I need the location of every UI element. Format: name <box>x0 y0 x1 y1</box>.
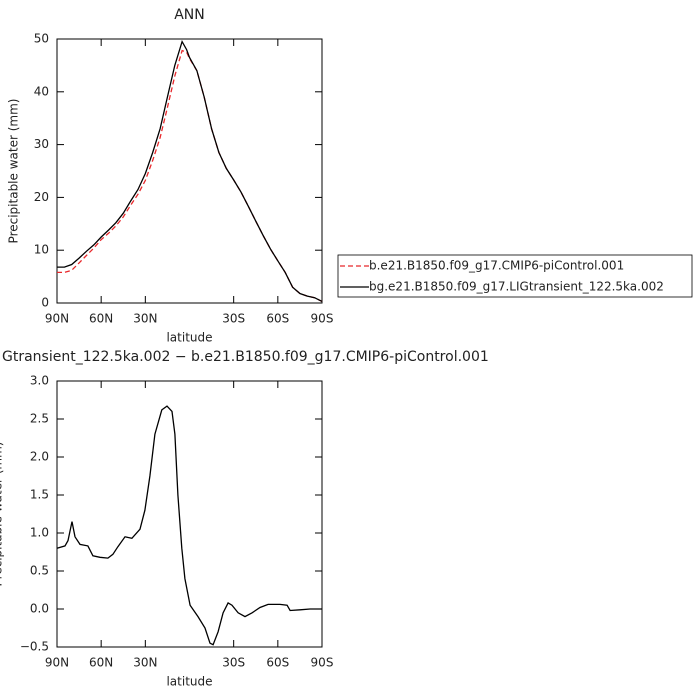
x-tick-label: 60S <box>266 656 289 670</box>
chart-title: ANN <box>174 7 205 23</box>
y-tick-label: 3.0 <box>30 374 49 388</box>
y-tick-label: 2.0 <box>30 450 49 464</box>
y-tick-label: 1.0 <box>30 526 49 540</box>
x-axis-label: latitude <box>166 675 212 689</box>
legend-label: b.e21.B1850.f09_g17.CMIP6-piControl.001 <box>369 259 624 273</box>
x-tick-label: 90N <box>45 312 69 326</box>
y-tick-label: 1.5 <box>30 488 49 502</box>
x-tick-label: 30S <box>222 656 245 670</box>
y-tick-label: 40 <box>34 84 49 98</box>
y-tick-label: 20 <box>34 190 49 204</box>
x-tick-label: 90S <box>311 656 334 670</box>
y-tick-label: 2.5 <box>30 412 49 426</box>
x-tick-label: 90S <box>311 312 334 326</box>
legend-box <box>337 254 693 298</box>
y-axis-label: Precipitable water (mm) <box>7 99 21 244</box>
x-tick-label: 30N <box>133 656 157 670</box>
data-line <box>56 405 322 646</box>
x-tick-label: 60S <box>266 312 289 326</box>
y-tick-label: 30 <box>34 137 49 151</box>
x-tick-label: 90N <box>45 656 69 670</box>
data-line <box>57 39 323 302</box>
x-tick-label: 60N <box>89 312 113 326</box>
data-line <box>57 49 323 302</box>
legend-label: bg.e21.B1850.f09_g17.LIGtransient_122.5k… <box>369 280 664 294</box>
x-tick-label: 30N <box>133 312 157 326</box>
x-tick-label: 30S <box>222 312 245 326</box>
y-tick-label: 0 <box>41 296 49 310</box>
y-axis-label: Precipitable water (mm) <box>0 442 5 587</box>
y-tick-label: −0.5 <box>20 640 49 654</box>
plot-frame <box>56 380 323 648</box>
plot-frame <box>56 38 323 304</box>
y-tick-label: 0.0 <box>30 602 49 616</box>
y-tick-label: 50 <box>34 32 49 46</box>
chart-title: Gtransient_122.5ka.002 − b.e21.B1850.f09… <box>2 349 489 365</box>
x-axis-label: latitude <box>166 331 212 345</box>
y-tick-label: 10 <box>34 243 49 257</box>
x-tick-label: 60N <box>89 656 113 670</box>
y-tick-label: 0.5 <box>30 564 49 578</box>
